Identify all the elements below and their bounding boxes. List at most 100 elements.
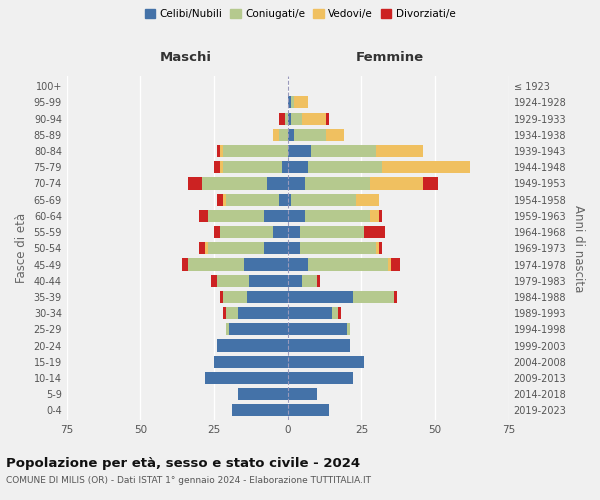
Bar <box>338 307 341 319</box>
Bar <box>288 226 299 238</box>
Text: Maschi: Maschi <box>160 52 212 64</box>
Bar <box>347 324 350 336</box>
Bar <box>217 145 220 157</box>
Bar <box>423 178 438 190</box>
Bar <box>288 291 353 303</box>
Bar <box>382 161 470 173</box>
Bar <box>232 404 288 416</box>
Bar <box>244 258 288 270</box>
Bar <box>332 307 338 319</box>
Bar <box>326 129 344 141</box>
Bar <box>273 226 288 238</box>
Text: Femmine: Femmine <box>355 52 424 64</box>
Bar <box>288 340 350 351</box>
Bar <box>288 210 305 222</box>
Bar <box>202 178 267 190</box>
Bar <box>288 307 332 319</box>
Text: COMUNE DI MILIS (OR) - Dati ISTAT 1° gennaio 2024 - Elaborazione TUTTITALIA.IT: COMUNE DI MILIS (OR) - Dati ISTAT 1° gen… <box>6 476 371 485</box>
Bar <box>293 129 326 141</box>
Bar <box>229 324 288 336</box>
Bar <box>388 258 391 270</box>
Bar <box>264 210 288 222</box>
Bar <box>217 194 223 206</box>
Bar <box>394 291 397 303</box>
Bar <box>311 145 376 157</box>
Bar <box>288 372 353 384</box>
Bar <box>305 210 370 222</box>
Bar <box>238 388 288 400</box>
Bar <box>288 356 364 368</box>
Bar <box>285 112 288 124</box>
Bar <box>299 226 364 238</box>
Bar <box>288 178 305 190</box>
Bar <box>288 161 308 173</box>
Bar <box>370 210 379 222</box>
Bar <box>288 242 299 254</box>
Bar <box>223 194 226 206</box>
Bar <box>391 258 400 270</box>
Bar <box>288 324 347 336</box>
Bar <box>264 242 288 254</box>
Bar <box>288 274 302 287</box>
Text: Popolazione per età, sesso e stato civile - 2024: Popolazione per età, sesso e stato civil… <box>6 458 360 470</box>
Y-axis label: Fasce di età: Fasce di età <box>15 213 28 284</box>
Bar <box>223 307 226 319</box>
Bar <box>290 96 293 108</box>
Bar <box>379 242 382 254</box>
Bar <box>288 129 293 141</box>
Bar <box>205 242 208 254</box>
Bar <box>205 372 288 384</box>
Bar <box>214 356 288 368</box>
Bar <box>288 194 290 206</box>
Bar <box>302 112 326 124</box>
Bar <box>308 161 382 173</box>
Bar <box>317 274 320 287</box>
Bar <box>220 161 223 173</box>
Bar <box>188 258 244 270</box>
Bar <box>238 307 288 319</box>
Bar <box>267 178 288 190</box>
Bar <box>376 242 379 254</box>
Bar <box>288 258 308 270</box>
Bar <box>220 226 273 238</box>
Bar <box>288 404 329 416</box>
Bar <box>290 112 302 124</box>
Bar <box>279 129 288 141</box>
Bar <box>290 194 356 206</box>
Legend: Celibi/Nubili, Coniugati/e, Vedovi/e, Divorziati/e: Celibi/Nubili, Coniugati/e, Vedovi/e, Di… <box>140 5 460 24</box>
Bar <box>220 145 223 157</box>
Bar <box>305 178 370 190</box>
Bar <box>226 307 238 319</box>
Bar <box>226 194 279 206</box>
Bar <box>370 178 423 190</box>
Bar <box>288 388 317 400</box>
Bar <box>279 112 285 124</box>
Bar <box>220 291 223 303</box>
Bar <box>273 129 279 141</box>
Bar <box>250 274 288 287</box>
Bar <box>223 291 247 303</box>
Bar <box>279 194 288 206</box>
Bar <box>208 242 264 254</box>
Bar <box>223 161 282 173</box>
Bar <box>376 145 423 157</box>
Bar <box>217 340 288 351</box>
Bar <box>223 145 288 157</box>
Bar <box>217 274 250 287</box>
Bar <box>288 96 290 108</box>
Bar <box>288 145 311 157</box>
Bar <box>356 194 379 206</box>
Bar <box>288 112 290 124</box>
Bar <box>211 274 217 287</box>
Y-axis label: Anni di nascita: Anni di nascita <box>572 204 585 292</box>
Bar <box>199 242 205 254</box>
Bar <box>247 291 288 303</box>
Bar <box>182 258 188 270</box>
Bar <box>364 226 385 238</box>
Bar <box>353 291 394 303</box>
Bar <box>214 161 220 173</box>
Bar <box>199 210 208 222</box>
Bar <box>326 112 329 124</box>
Bar <box>282 161 288 173</box>
Bar <box>188 178 202 190</box>
